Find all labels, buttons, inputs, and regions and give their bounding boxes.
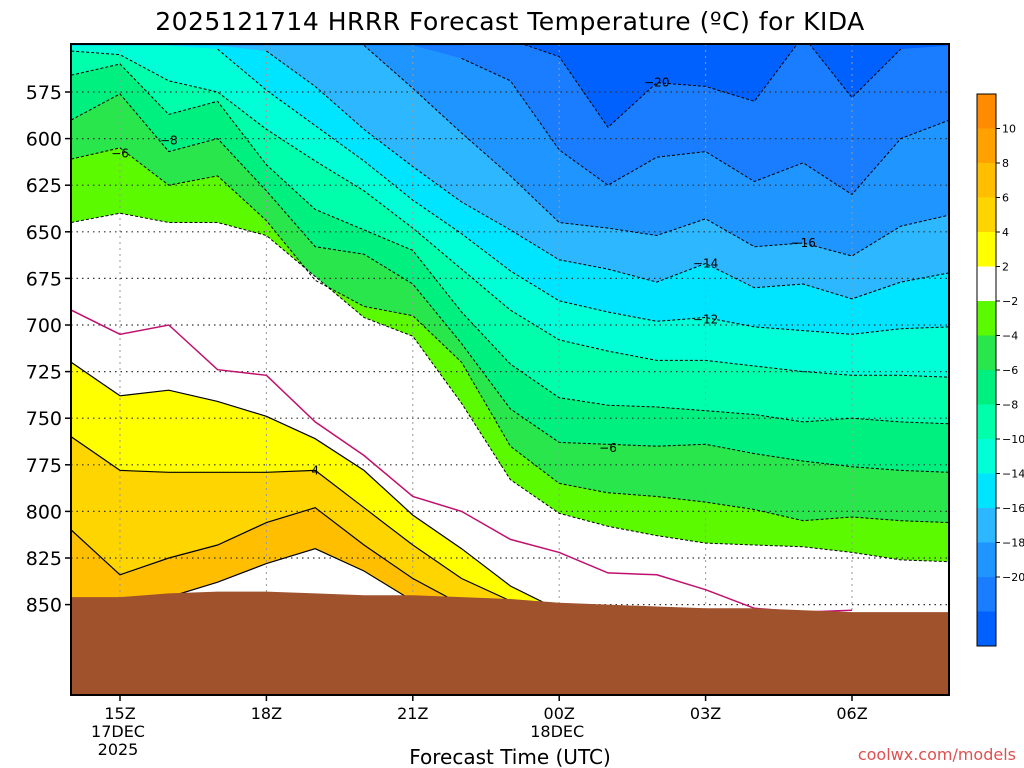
y-tick-label: 625 — [26, 175, 62, 197]
y-tick-label: 800 — [26, 501, 62, 523]
contour-line-positive — [71, 436, 511, 602]
colorbar-segment — [977, 542, 996, 577]
x-tick-label: 00Z — [544, 704, 575, 723]
x-tick-year: 2025 — [98, 740, 139, 759]
terrain-ground — [71, 591, 949, 695]
contour-line-positive — [71, 361, 560, 611]
colorbar-segment — [977, 266, 996, 301]
y-tick-label: 825 — [26, 548, 62, 570]
colorbar-segment — [977, 335, 996, 370]
colorbar-label: 6 — [1002, 192, 1009, 205]
contour-label: −16 — [791, 236, 816, 250]
contour-label: −12 — [693, 312, 718, 326]
y-axis: 575 600 625 650 675 700 725 750 775 800 825 850 — [26, 82, 71, 617]
colorbar-segment — [977, 128, 996, 163]
contour-line-negative — [71, 50, 949, 378]
contour-label: −6 — [599, 441, 617, 455]
colorbar-label: 8 — [1002, 157, 1009, 170]
freezing-line — [71, 309, 853, 613]
colorbar-label: −18 — [1002, 537, 1024, 550]
chart-title: 2025121714 HRRR Forecast Temperature (ºC… — [155, 7, 865, 36]
contour-label: −14 — [693, 256, 718, 270]
y-tick-label: 650 — [26, 222, 62, 244]
colorbar-segment — [977, 439, 996, 474]
colorbar-label: 4 — [1002, 226, 1009, 239]
x-tick-label: 06Z — [836, 704, 867, 723]
x-tick-label: 15Z — [104, 704, 135, 723]
y-tick-label: 675 — [26, 268, 62, 290]
colorbar-label: −20 — [1002, 571, 1024, 584]
contour-label: −20 — [644, 76, 669, 90]
contour-label: 4 — [311, 463, 319, 477]
colorbar-label: −4 — [1002, 330, 1018, 343]
contour-labels: −20 −8 −6 −16 −14 −12 −6 4 — [111, 76, 816, 478]
colorbar-label: −6 — [1002, 364, 1018, 377]
colorbar-label: 10 — [1002, 123, 1016, 136]
y-tick-label: 700 — [26, 315, 62, 337]
plot-frame — [70, 43, 950, 696]
colorbar-label: −14 — [1002, 468, 1024, 481]
contour-line-negative — [71, 63, 949, 425]
colorbar-label: −2 — [1002, 295, 1018, 308]
colorbar-segment — [977, 404, 996, 439]
x-tick-label: 18Z — [251, 704, 282, 723]
colorbar-segment — [977, 163, 996, 198]
colorbar-label: −10 — [1002, 433, 1024, 446]
y-tick-label: 775 — [26, 455, 62, 477]
colorbar-label: −8 — [1002, 399, 1018, 412]
colorbar-label: −16 — [1002, 502, 1024, 515]
contour-line-negative — [71, 212, 949, 563]
colorbar-label: 2 — [1002, 261, 1009, 274]
contour-line-negative — [71, 147, 949, 524]
contour-line-negative — [71, 93, 949, 473]
colorbar-segment — [977, 611, 996, 646]
contour-line-negative — [266, 50, 949, 300]
colorbar-segment — [977, 94, 996, 129]
grid-lines — [71, 44, 949, 695]
y-tick-label: 600 — [26, 129, 62, 151]
contour-line-negative — [521, 44, 902, 129]
colorbar-segment — [977, 577, 996, 612]
contour-label: −8 — [160, 133, 178, 147]
y-tick-label: 750 — [26, 408, 62, 430]
plot-area: −20 −8 −6 −16 −14 −12 −6 4 — [71, 44, 949, 695]
colorbar-segment — [977, 197, 996, 232]
y-tick-label: 725 — [26, 362, 62, 384]
colorbar-segment — [977, 508, 996, 543]
contour-lines — [71, 44, 949, 613]
contour-line-negative — [461, 57, 949, 196]
contour-line-negative — [363, 45, 949, 257]
colorbar-segment — [977, 301, 996, 336]
x-tick-label: 03Z — [690, 704, 721, 723]
x-tick-date: 17DEC — [91, 722, 145, 741]
contour-line-negative — [217, 48, 949, 335]
colorbar-segment — [977, 473, 996, 508]
colorbar-segment — [977, 370, 996, 405]
x-tick-label: 21Z — [397, 704, 428, 723]
credit-text[interactable]: coolwx.com/models — [858, 745, 1016, 764]
y-tick-label: 850 — [26, 595, 62, 617]
ground-layer — [71, 591, 949, 695]
colorbar: 10 8 6 4 2 −2 −4 −6 −8 −10 −14 −16 −18 −20 — [976, 93, 1024, 647]
contour-line-positive — [71, 507, 462, 606]
contour-label: −6 — [111, 147, 129, 161]
colorbar-segment — [977, 232, 996, 267]
y-tick-label: 575 — [26, 82, 62, 104]
x-axis-title: Forecast Time (UTC) — [409, 745, 611, 768]
x-tick-date: 18DEC — [530, 722, 584, 741]
